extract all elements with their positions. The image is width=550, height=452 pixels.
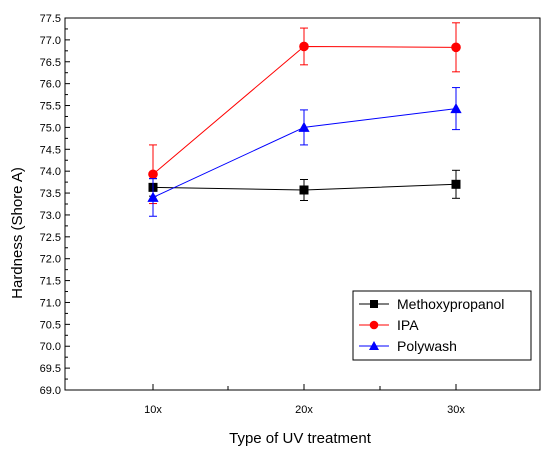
- series-methoxypropanol: [148, 169, 461, 201]
- y-tick-label: 70.5: [40, 319, 61, 331]
- data-point-triangle: [298, 121, 310, 132]
- legend-item: Methoxypropanol: [359, 296, 504, 312]
- legend-item: Polywash: [359, 338, 457, 354]
- series-polywash: [147, 87, 462, 217]
- data-point-triangle: [147, 191, 159, 202]
- y-tick-label: 73.0: [40, 210, 61, 222]
- x-axis-label: Type of UV treatment: [229, 430, 372, 447]
- y-tick-label: 77.0: [40, 35, 61, 47]
- data-point-circle: [148, 169, 158, 180]
- y-tick-label: 74.5: [40, 144, 61, 156]
- y-tick-label: 70.0: [40, 341, 61, 353]
- y-tick-label: 69.5: [40, 363, 61, 375]
- y-tick-label: 77.5: [40, 13, 61, 25]
- legend-label: IPA: [397, 317, 419, 333]
- data-point-circle: [299, 41, 309, 52]
- x-tick-label: 20x: [295, 404, 313, 416]
- data-point-circle: [451, 42, 461, 53]
- legend-label: Methoxypropanol: [397, 296, 504, 312]
- y-tick-label: 76.0: [40, 79, 61, 91]
- y-tick-label: 75.0: [40, 122, 61, 134]
- x-tick-label: 10x: [144, 404, 162, 416]
- y-tick-label: 71.5: [40, 276, 61, 288]
- legend-label: Polywash: [397, 338, 457, 354]
- y-tick-label: 74.0: [40, 166, 61, 178]
- data-point-square: [299, 185, 309, 195]
- data-point-square: [370, 300, 378, 308]
- y-axis-ticks: 69.0 69.5 70.0 70.5 71.0 71.5 72.0 72.5 73.0 73.5…: [40, 13, 70, 397]
- y-tick-label: 75.5: [40, 101, 61, 113]
- y-tick-label: 73.5: [40, 188, 61, 200]
- y-tick-label: 76.5: [40, 57, 61, 69]
- y-tick-label: 72.0: [40, 254, 61, 266]
- data-point-triangle: [450, 102, 462, 114]
- data-point-triangle: [369, 341, 379, 350]
- legend: Methoxypropanol IPA Polywash: [352, 290, 532, 361]
- series-group: [147, 22, 462, 217]
- series-ipa: [148, 22, 461, 205]
- y-tick-label: 69.0: [40, 385, 61, 397]
- y-tick-label: 71.0: [40, 297, 61, 309]
- y-axis-label: Hardness (Shore A): [9, 167, 26, 299]
- data-point-square: [451, 179, 461, 189]
- data-point-circle: [369, 320, 379, 330]
- legend-item: IPA: [359, 317, 419, 333]
- x-tick-label: 30x: [447, 404, 465, 416]
- x-axis-ticks: 10x 20x 30x: [64, 384, 541, 416]
- y-tick-label: 72.5: [40, 232, 61, 244]
